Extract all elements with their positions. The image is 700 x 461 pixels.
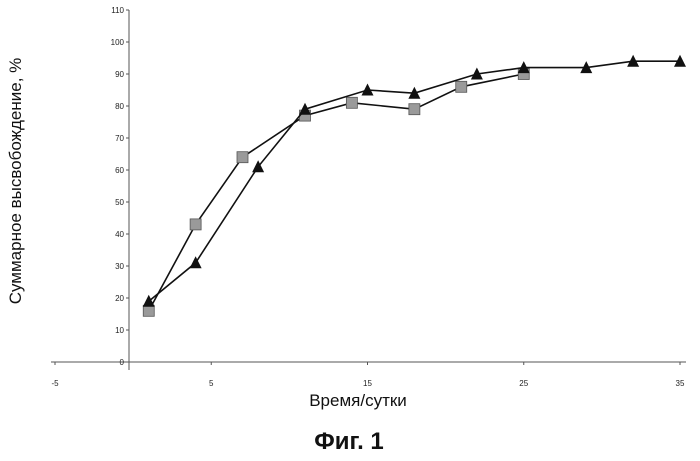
data-point-square xyxy=(189,218,202,231)
x-tick-label: -5 xyxy=(51,379,59,388)
data-point-triangle xyxy=(142,294,155,307)
data-point-triangle xyxy=(361,83,374,96)
y-tick-label: 10 xyxy=(115,326,124,335)
x-tick-label: 25 xyxy=(519,379,528,388)
y-tick-label: 90 xyxy=(115,70,124,79)
series-triangle xyxy=(142,54,686,307)
data-point-square xyxy=(408,103,421,116)
x-tick-label: 35 xyxy=(676,379,685,388)
data-point-triangle xyxy=(470,67,483,80)
series-line-square xyxy=(148,73,524,312)
data-point-square xyxy=(455,80,468,93)
x-axis-title: Время/сутки xyxy=(309,391,407,410)
x-axis-ticks: -5 5 15 25 35 xyxy=(51,362,685,388)
data-point-triangle xyxy=(580,61,593,74)
y-tick-label: 60 xyxy=(115,166,124,175)
data-point-triangle xyxy=(674,54,686,67)
series-square xyxy=(142,68,530,317)
axes xyxy=(51,10,686,370)
y-tick-label: 100 xyxy=(111,38,125,47)
data-point-triangle xyxy=(408,86,421,99)
y-axis-ticks: 0 10 20 30 40 50 60 70 80 90 100 110 xyxy=(111,6,129,367)
x-tick-label: 15 xyxy=(363,379,372,388)
data-point-square xyxy=(345,96,358,109)
figure-caption: Фиг. 1 xyxy=(314,428,384,455)
series-layer xyxy=(142,54,686,317)
data-point-triangle xyxy=(252,160,265,173)
data-point-square xyxy=(236,151,249,164)
y-tick-label: 40 xyxy=(115,230,124,239)
y-tick-label: 80 xyxy=(115,102,124,111)
data-point-triangle xyxy=(517,61,530,74)
y-axis-title: Суммарное высвобождение, % xyxy=(6,58,25,305)
y-tick-label: 50 xyxy=(115,198,124,207)
y-tick-label: 70 xyxy=(115,134,124,143)
y-tick-label: 0 xyxy=(120,358,125,367)
data-point-square xyxy=(142,304,155,317)
x-tick-label: 5 xyxy=(209,379,214,388)
y-tick-label: 30 xyxy=(115,262,124,271)
data-point-triangle xyxy=(299,102,311,115)
y-tick-label: 20 xyxy=(115,294,124,303)
y-tick-label: 110 xyxy=(111,6,124,15)
data-point-triangle xyxy=(627,54,640,67)
data-point-triangle xyxy=(189,256,202,269)
